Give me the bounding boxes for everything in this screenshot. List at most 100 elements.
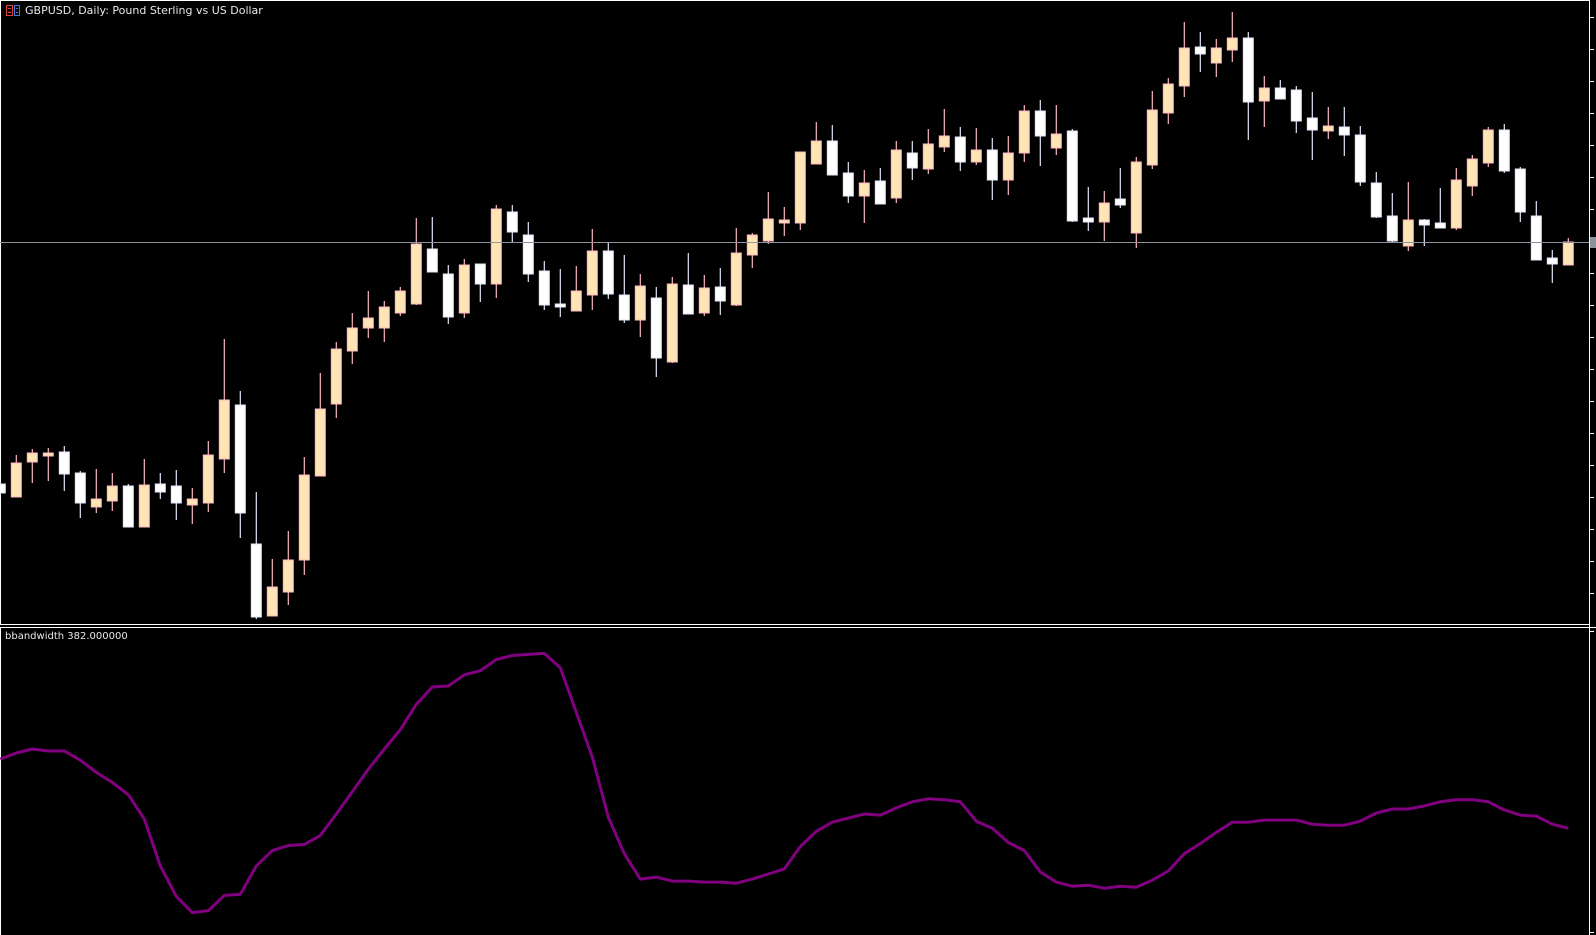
candle-body <box>1210 47 1222 64</box>
bullish-candle <box>378 301 390 342</box>
candle-body <box>330 348 342 405</box>
bbandwidth-line <box>0 651 1569 915</box>
candle-body <box>58 451 70 475</box>
candle-body <box>170 485 182 504</box>
candle-body <box>266 586 278 617</box>
candle-body <box>410 243 422 305</box>
bearish-candle <box>714 268 726 315</box>
bullish-candle <box>1098 191 1110 241</box>
candle-body <box>74 472 86 504</box>
bearish-candle <box>426 217 438 273</box>
candle-body <box>1418 219 1430 226</box>
bullish-candle <box>1226 12 1238 62</box>
bullish-candle <box>1130 157 1142 248</box>
candle-body <box>90 498 102 508</box>
candle-body <box>362 317 374 329</box>
candle-body <box>906 152 918 169</box>
bullish-candle <box>938 109 950 152</box>
candle-body <box>314 408 326 477</box>
candle-body <box>810 140 822 165</box>
candle-body <box>1034 110 1046 137</box>
bullish-candle <box>1402 182 1414 251</box>
bullish-candle <box>1322 107 1334 139</box>
candle-body <box>218 399 230 460</box>
candle-body <box>778 219 790 224</box>
candle-body <box>298 474 310 561</box>
bearish-candle <box>58 446 70 491</box>
bullish-candle <box>858 170 870 223</box>
indicator-label: bbandwidth 382.000000 <box>5 631 128 642</box>
bullish-candle <box>1450 168 1462 230</box>
candle-body <box>618 294 630 321</box>
candle-body <box>1386 215 1398 242</box>
bearish-candle <box>538 261 550 310</box>
bullish-candle <box>1018 105 1030 162</box>
candle-body <box>1162 83 1174 114</box>
candlestick-series <box>0 12 1574 619</box>
candle-body <box>1178 47 1190 87</box>
bearish-candle <box>1290 86 1302 133</box>
candle-body <box>842 172 854 197</box>
candle-body <box>858 182 870 197</box>
candle-body <box>1450 179 1462 229</box>
candle-body <box>1306 117 1318 131</box>
bearish-candle <box>1498 124 1510 173</box>
candle-body <box>634 285 646 321</box>
bearish-candle <box>0 482 6 495</box>
candle-body <box>730 252 742 306</box>
candle-body <box>922 143 934 170</box>
candle-body <box>1082 217 1094 223</box>
bullish-candle <box>1258 76 1270 127</box>
bullish-candle <box>138 459 150 528</box>
bullish-candle <box>570 266 582 312</box>
bullish-candle <box>202 441 214 512</box>
candle-body <box>426 248 438 273</box>
candle-body <box>394 290 406 314</box>
bearish-candle <box>1114 168 1126 208</box>
bullish-candle <box>1002 136 1014 195</box>
bearish-candle <box>842 162 854 203</box>
candle-body <box>1098 202 1110 223</box>
price-axis[interactable] <box>1590 17 1594 933</box>
bearish-candle <box>618 255 630 323</box>
candle-body <box>1338 126 1350 136</box>
candle-body <box>890 149 902 199</box>
bullish-candle <box>762 192 774 244</box>
candle-body <box>714 286 726 302</box>
candle-body <box>1290 89 1302 122</box>
bearish-candle <box>154 473 166 499</box>
candle-body <box>10 462 22 498</box>
bullish-candle <box>666 277 678 363</box>
bearish-candle <box>506 205 518 242</box>
bullish-candle <box>490 205 502 298</box>
bearish-candle <box>602 242 614 299</box>
candle-body <box>474 263 486 285</box>
bearish-candle <box>1354 126 1366 186</box>
candle-body <box>1050 133 1062 149</box>
bearish-candle <box>650 287 662 377</box>
bullish-candle <box>778 207 790 236</box>
bearish-candle <box>1082 187 1094 231</box>
bearish-candle <box>826 125 838 176</box>
candle-body <box>1466 158 1478 187</box>
bullish-candle <box>730 228 742 306</box>
bullish-candle <box>1482 127 1494 167</box>
candle-body <box>1146 109 1158 166</box>
bearish-candle <box>954 127 966 171</box>
candle-body <box>954 136 966 163</box>
candle-body <box>554 303 566 308</box>
bullish-candle <box>394 287 406 316</box>
bbandwidth-points <box>0 653 1569 913</box>
candle-body <box>1194 46 1206 55</box>
candle-body <box>586 250 598 296</box>
candle-body <box>746 234 758 256</box>
candle-body <box>346 327 358 352</box>
bearish-candle <box>1546 250 1558 283</box>
bearish-candle <box>1418 219 1430 246</box>
bearish-candle <box>1194 32 1206 72</box>
candle-body <box>1514 168 1526 213</box>
candle-body <box>666 283 678 363</box>
candle-body <box>794 151 806 224</box>
